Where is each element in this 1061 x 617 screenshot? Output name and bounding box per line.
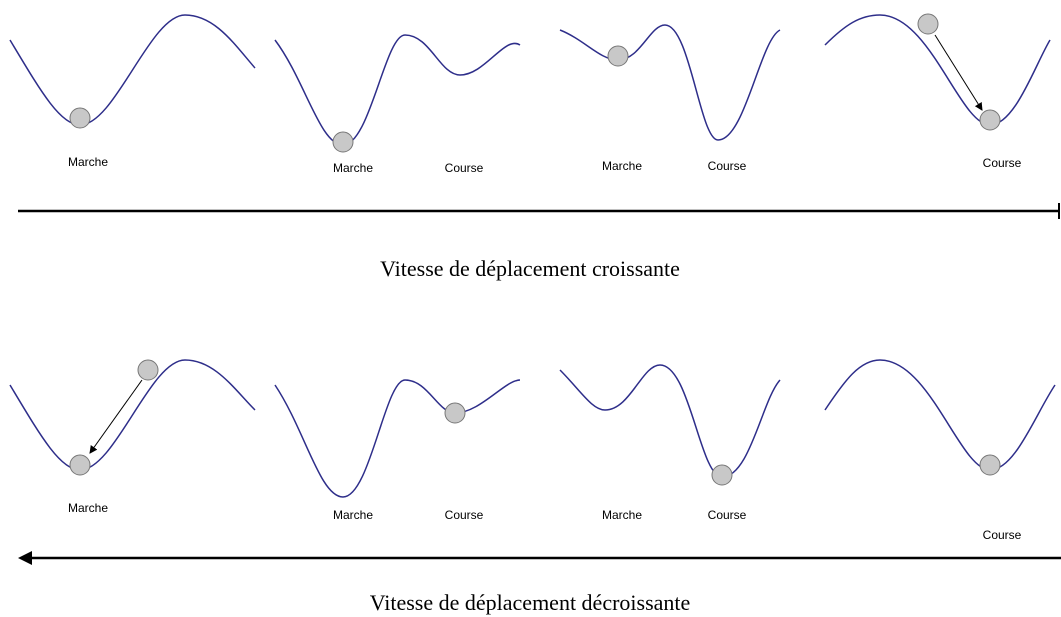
label: Marche: [602, 508, 642, 522]
ball: [979, 454, 1001, 476]
label: Marche: [333, 161, 373, 175]
ball: [137, 359, 159, 381]
potential-curve: [9, 359, 256, 471]
potential-curve: [274, 379, 521, 498]
ball: [69, 454, 91, 476]
label: Course: [983, 528, 1022, 542]
potential-curve: [559, 24, 781, 141]
arrow: [934, 34, 983, 111]
ball: [979, 109, 1001, 131]
potential-curve: [9, 14, 256, 126]
potential-curve: [824, 14, 1051, 126]
ball: [69, 107, 91, 129]
label: Course: [445, 161, 484, 175]
ball: [332, 131, 354, 153]
ball: [444, 402, 466, 424]
label: Marche: [333, 508, 373, 522]
ball: [917, 13, 939, 35]
caption: Vitesse de déplacement décroissante: [370, 590, 691, 615]
label: Marche: [602, 159, 642, 173]
ball: [607, 45, 629, 67]
potential-curve: [824, 359, 1056, 471]
label: Course: [445, 508, 484, 522]
label: Marche: [68, 501, 108, 515]
arrow: [89, 379, 143, 454]
label: Course: [983, 156, 1022, 170]
axis-arrowhead: [18, 551, 32, 565]
ball: [711, 464, 733, 486]
label: Marche: [68, 155, 108, 169]
potential-curve: [274, 34, 521, 146]
label: Course: [708, 159, 747, 173]
label: Course: [708, 508, 747, 522]
potential-curve: [559, 364, 781, 478]
caption: Vitesse de déplacement croissante: [380, 256, 680, 281]
